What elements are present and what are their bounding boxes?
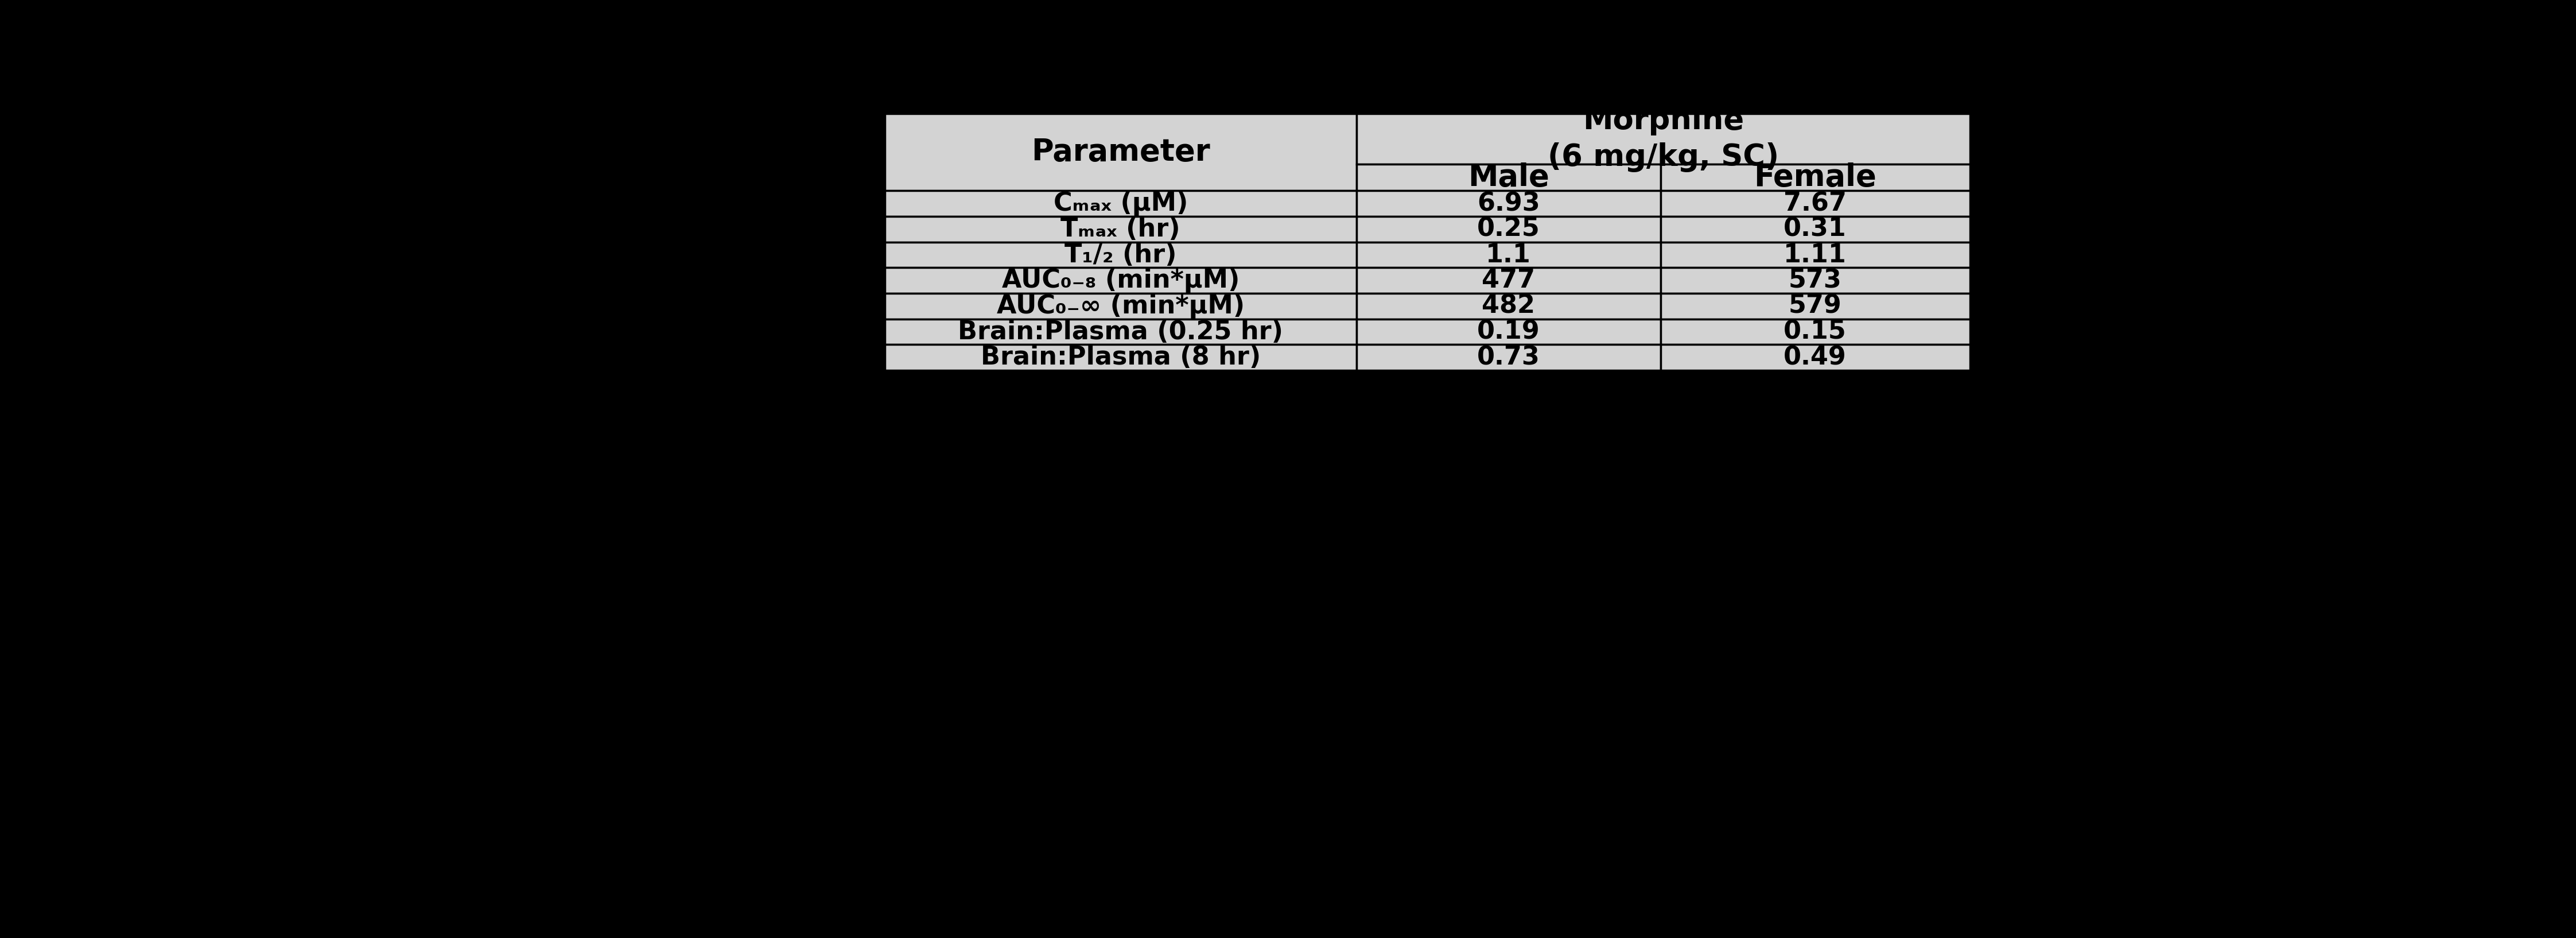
- Bar: [1358, 344, 1662, 371]
- Bar: [1358, 190, 1662, 217]
- Text: 579: 579: [1788, 294, 1842, 319]
- Bar: [1358, 267, 1662, 294]
- Bar: [1662, 344, 1971, 371]
- Bar: [884, 242, 1358, 267]
- Text: T₁/₂ (hr): T₁/₂ (hr): [1064, 243, 1177, 267]
- Bar: [1358, 164, 1662, 190]
- Text: 7.67: 7.67: [1783, 191, 1847, 216]
- Text: Cₘₐₓ (µM): Cₘₐₓ (µM): [1054, 191, 1188, 216]
- Text: Male: Male: [1468, 162, 1548, 192]
- Bar: [884, 267, 1358, 294]
- Bar: [1662, 217, 1971, 242]
- Text: 477: 477: [1481, 268, 1535, 293]
- Bar: [1358, 217, 1662, 242]
- Text: AUC₀₋₈ (min*µM): AUC₀₋₈ (min*µM): [1002, 268, 1239, 293]
- Text: 0.19: 0.19: [1476, 320, 1540, 344]
- Text: 482: 482: [1481, 294, 1535, 319]
- Bar: [884, 217, 1358, 242]
- Text: Morphine
(6 mg/kg, SC): Morphine (6 mg/kg, SC): [1548, 105, 1780, 173]
- Text: 1.1: 1.1: [1486, 243, 1530, 267]
- Text: 0.15: 0.15: [1783, 320, 1847, 344]
- Text: Brain:Plasma (0.25 hr): Brain:Plasma (0.25 hr): [958, 320, 1283, 344]
- Bar: [1358, 294, 1662, 319]
- Bar: [884, 319, 1358, 344]
- Bar: [884, 113, 1358, 190]
- Bar: [1662, 242, 1971, 267]
- Text: 573: 573: [1788, 268, 1842, 293]
- Text: AUC₀₋∞ (min*µM): AUC₀₋∞ (min*µM): [997, 294, 1244, 319]
- Text: Parameter: Parameter: [1030, 137, 1211, 167]
- Bar: [884, 294, 1358, 319]
- Text: 0.31: 0.31: [1783, 217, 1847, 242]
- Bar: [884, 190, 1358, 217]
- Text: 6.93: 6.93: [1476, 191, 1540, 216]
- Text: 0.73: 0.73: [1476, 345, 1540, 370]
- Text: 0.25: 0.25: [1476, 217, 1540, 242]
- Text: 1.11: 1.11: [1783, 243, 1847, 267]
- Bar: [1662, 267, 1971, 294]
- Bar: [1358, 113, 1971, 164]
- Bar: [1662, 164, 1971, 190]
- Text: Tₘₐₓ (hr): Tₘₐₓ (hr): [1061, 217, 1180, 242]
- Bar: [884, 344, 1358, 371]
- Bar: [1662, 294, 1971, 319]
- Text: Brain:Plasma (8 hr): Brain:Plasma (8 hr): [981, 345, 1260, 370]
- Bar: [1662, 190, 1971, 217]
- Text: Female: Female: [1754, 162, 1875, 192]
- Bar: [1358, 242, 1662, 267]
- Bar: [1358, 319, 1662, 344]
- Text: 0.49: 0.49: [1783, 345, 1847, 370]
- Bar: [1662, 319, 1971, 344]
